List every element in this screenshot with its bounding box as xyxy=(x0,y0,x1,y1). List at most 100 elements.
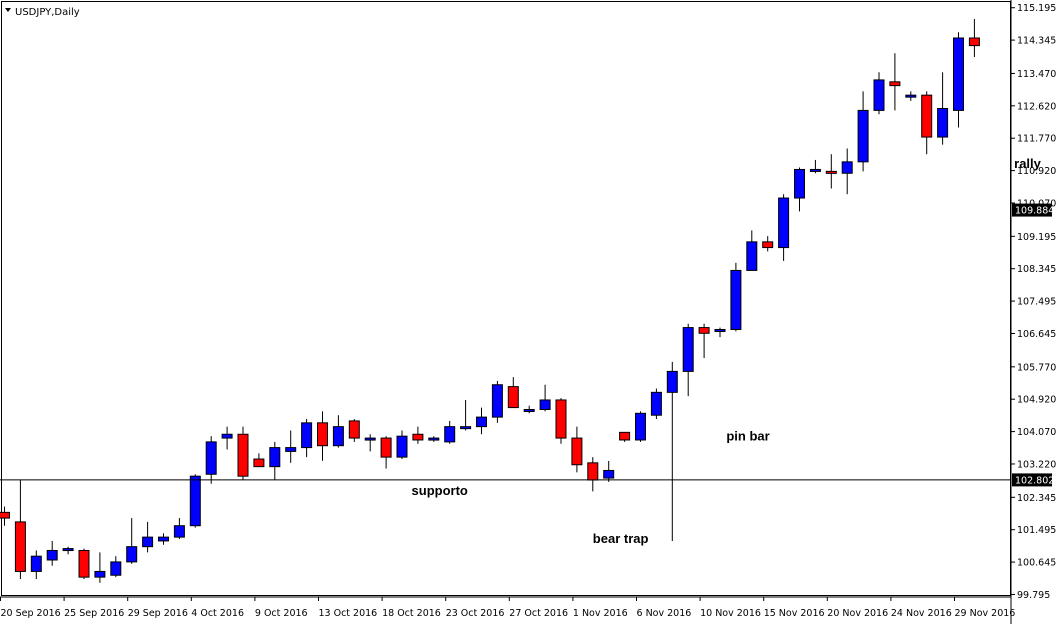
candle xyxy=(30,550,42,580)
annotations-layer: rally pin bar supporto bear trap xyxy=(412,156,1042,546)
candle-body xyxy=(444,426,456,443)
price-tick-label: 106.645 xyxy=(1017,329,1056,340)
candle xyxy=(285,430,297,463)
candle xyxy=(412,426,424,444)
candle-body xyxy=(412,433,424,441)
support-price-label: 102.802 xyxy=(1015,475,1054,486)
price-tick-label: 102.345 xyxy=(1017,493,1056,504)
candle xyxy=(94,552,106,583)
candle-body xyxy=(778,197,790,249)
time-tick-label: 6 Nov 2016 xyxy=(637,608,692,619)
candle xyxy=(937,72,949,145)
candle-body xyxy=(491,384,503,418)
candle xyxy=(714,327,726,338)
candle-body xyxy=(873,79,885,111)
candle-body xyxy=(301,422,313,449)
candle-body xyxy=(714,328,726,332)
price-tick-label: 103.220 xyxy=(1017,459,1056,470)
current-price-label: 109.884 xyxy=(1015,206,1054,217)
candle-body xyxy=(698,327,710,334)
price-tick-label: 110.920 xyxy=(1017,166,1056,177)
time-tick-label: 15 Nov 2016 xyxy=(764,608,825,619)
time-tick-label: 23 Oct 2016 xyxy=(446,608,505,619)
dropdown-triangle-icon[interactable] xyxy=(5,8,11,12)
candle xyxy=(237,426,249,480)
candle xyxy=(825,154,837,189)
candle xyxy=(778,194,790,261)
time-tick-label: 25 Sep 2016 xyxy=(64,608,124,619)
symbol-header[interactable]: USDJPY,Daily xyxy=(5,7,80,18)
candle-body xyxy=(205,441,217,475)
candle xyxy=(158,533,169,545)
candle xyxy=(635,411,646,442)
candle xyxy=(62,546,74,555)
candle-body xyxy=(507,386,519,409)
time-tick-label: 20 Nov 2016 xyxy=(827,608,888,619)
candle-body xyxy=(666,370,678,393)
time-tick-label: 13 Oct 2016 xyxy=(319,608,378,619)
current-price-box xyxy=(1012,203,1052,217)
price-tick-label: 107.495 xyxy=(1017,297,1056,308)
candle-body xyxy=(650,391,662,416)
candle-body xyxy=(825,170,837,174)
candle-body xyxy=(921,94,933,138)
candle xyxy=(539,384,551,412)
candle xyxy=(221,426,233,450)
candle xyxy=(428,436,440,442)
price-tick-label: 104.070 xyxy=(1017,427,1056,438)
candle xyxy=(730,262,742,332)
candle xyxy=(46,540,58,566)
candle xyxy=(396,430,408,460)
candle-body xyxy=(619,431,631,441)
candle-body xyxy=(476,416,487,428)
candle xyxy=(0,506,10,526)
price-tick-label: 108.345 xyxy=(1017,264,1056,275)
candle-body xyxy=(809,168,821,172)
candle xyxy=(603,460,615,482)
candle xyxy=(619,431,631,442)
candle-body xyxy=(78,549,90,578)
candle xyxy=(857,91,869,172)
candle-body xyxy=(189,475,201,527)
candle-body xyxy=(555,399,567,439)
candle xyxy=(921,91,933,155)
candle-body xyxy=(587,462,599,481)
candle xyxy=(953,32,964,128)
price-tick-label: 99.795 xyxy=(1017,590,1050,601)
price-tick-label: 109.195 xyxy=(1017,232,1056,243)
price-tick-label: 104.920 xyxy=(1017,395,1056,406)
annotation-label: rally xyxy=(1014,156,1042,171)
symbol-title: USDJPY,Daily xyxy=(15,7,80,18)
price-tick-label: 114.345 xyxy=(1017,36,1056,47)
candle-body xyxy=(94,570,106,578)
candle-body xyxy=(889,81,901,87)
candle-body xyxy=(968,37,980,47)
candle-body xyxy=(364,437,376,441)
candle xyxy=(126,518,138,564)
price-tick-label: 105.770 xyxy=(1017,362,1056,373)
candle-body xyxy=(937,107,949,138)
candle-body xyxy=(0,511,10,519)
candle xyxy=(460,399,472,431)
time-tick-label: 9 Oct 2016 xyxy=(255,608,308,619)
candle xyxy=(794,167,805,212)
candle xyxy=(523,405,535,414)
candle xyxy=(746,230,758,271)
candle-body xyxy=(221,433,233,439)
candle xyxy=(889,53,901,111)
candle-body xyxy=(762,241,774,249)
candle xyxy=(666,361,678,541)
candle xyxy=(762,236,774,252)
candle-body xyxy=(173,525,185,538)
candle xyxy=(332,415,344,448)
price-tick-label: 113.470 xyxy=(1017,69,1056,80)
support-price-box xyxy=(1012,473,1052,487)
candle-body xyxy=(46,549,58,561)
candle xyxy=(253,453,265,468)
candle-body xyxy=(953,37,964,111)
candle xyxy=(173,518,185,540)
candle xyxy=(873,72,885,115)
